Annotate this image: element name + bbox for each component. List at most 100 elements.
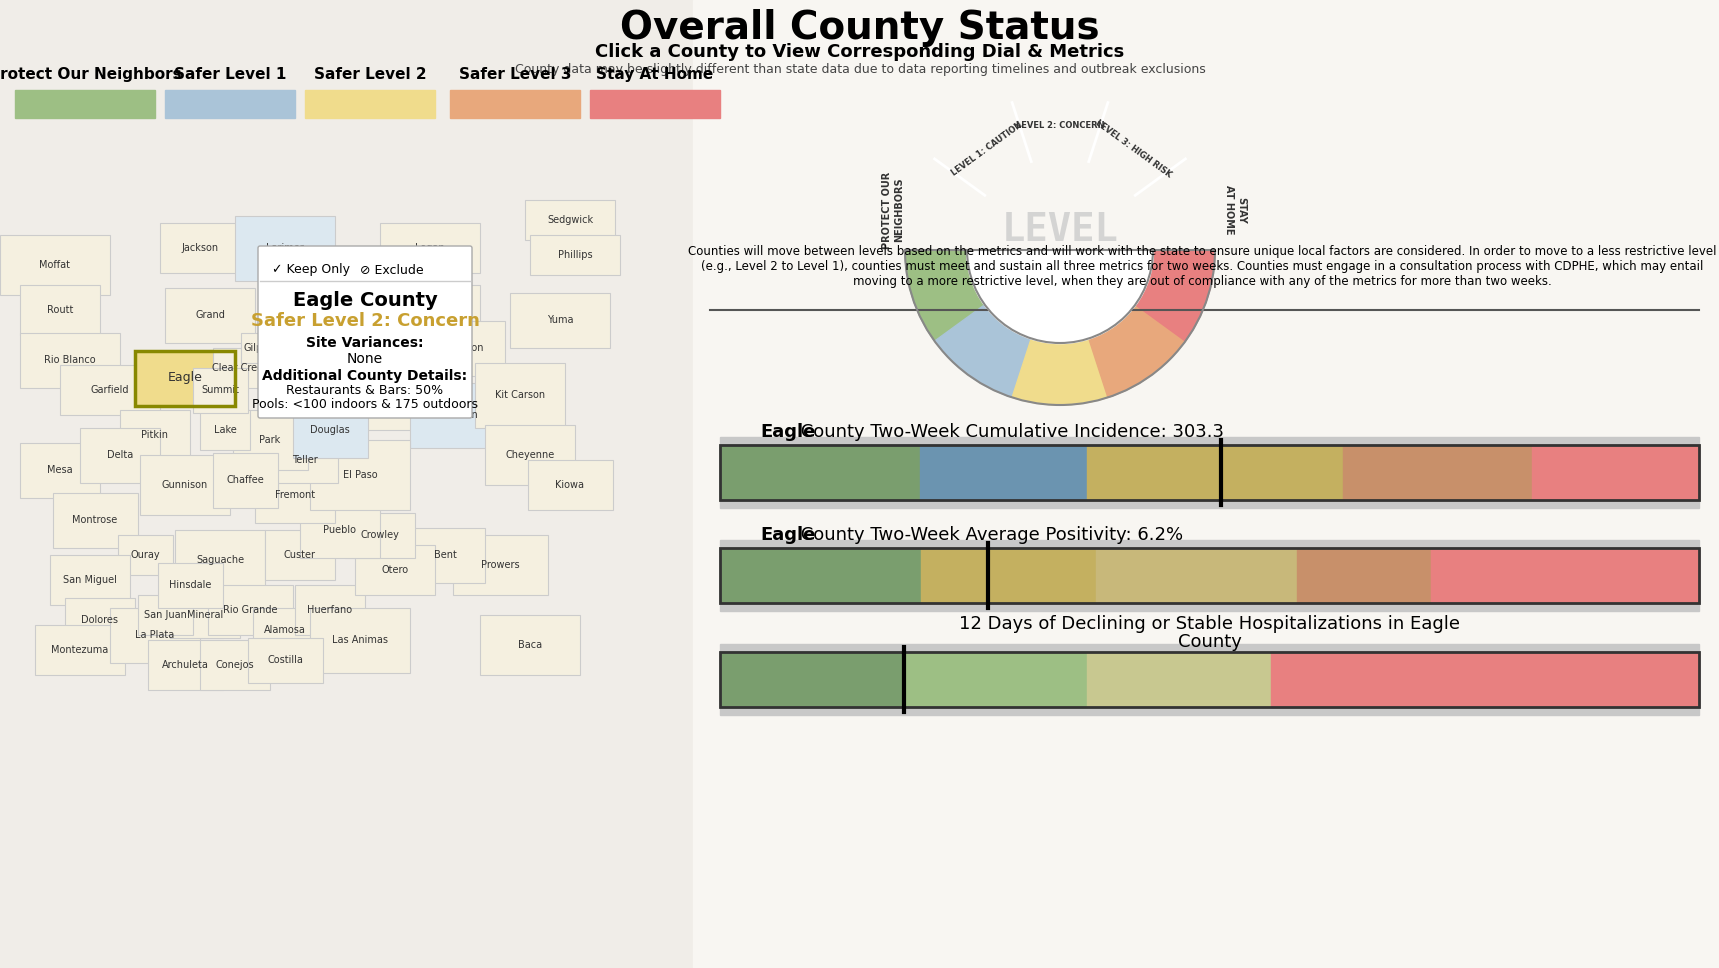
Text: Hinsdale: Hinsdale (168, 580, 211, 590)
Text: Eagle: Eagle (167, 372, 203, 384)
Text: Custer: Custer (284, 550, 316, 560)
Bar (720, 437, 1698, 445)
Bar (720, 548, 921, 603)
Bar (320, 320, 401, 370)
Bar (921, 548, 1055, 603)
Bar (720, 445, 1698, 500)
Text: Overall County Status: Overall County Status (621, 9, 1100, 47)
Bar (139, 455, 230, 515)
Text: Jackson: Jackson (182, 243, 218, 253)
Bar (120, 410, 191, 460)
Text: Click a County to View Corresponding Dial & Metrics: Click a County to View Corresponding Dia… (595, 43, 1124, 61)
Text: Alamosa: Alamosa (265, 625, 306, 635)
Bar (887, 445, 920, 500)
Text: County: County (1178, 633, 1241, 651)
Wedge shape (968, 250, 1153, 343)
Bar (511, 292, 610, 348)
Text: County Two-Week Average Positivity: 6.2%: County Two-Week Average Positivity: 6.2% (794, 526, 1183, 544)
Bar (720, 644, 1698, 652)
Text: 12 Days of Declining or Stable Hospitalizations in Eagle: 12 Days of Declining or Stable Hospitali… (959, 615, 1459, 633)
Bar (320, 265, 450, 335)
Text: Lincoln: Lincoln (442, 410, 478, 420)
Text: Grand: Grand (194, 310, 225, 320)
Text: Safer Level 2: Concern: Safer Level 2: Concern (251, 312, 480, 330)
Wedge shape (904, 250, 983, 341)
Bar (1430, 548, 1698, 603)
Bar (117, 535, 172, 575)
Bar (236, 216, 335, 281)
Text: Stay At Home: Stay At Home (596, 67, 713, 82)
Text: Larimer: Larimer (266, 243, 304, 253)
Bar (325, 358, 385, 398)
Text: Kiowa: Kiowa (555, 480, 584, 490)
Bar (273, 438, 337, 482)
Bar (21, 285, 100, 335)
Bar (406, 320, 505, 376)
Text: Boulder: Boulder (291, 305, 328, 315)
Text: Teller: Teller (292, 455, 318, 465)
Text: Mesa: Mesa (46, 465, 72, 475)
Wedge shape (935, 306, 1031, 398)
Text: Fremont: Fremont (275, 490, 315, 500)
Text: Kit Carson: Kit Carson (495, 390, 545, 400)
Bar (0, 235, 110, 295)
Bar (356, 545, 435, 595)
Bar (1310, 445, 1343, 500)
Bar (175, 530, 265, 590)
Wedge shape (1012, 341, 1109, 405)
Bar (450, 90, 579, 118)
Text: Sedgwick: Sedgwick (547, 215, 593, 225)
Text: Denver: Denver (321, 370, 358, 380)
Bar (241, 333, 275, 363)
Text: Logan: Logan (416, 243, 445, 253)
Text: El Paso: El Paso (342, 470, 376, 480)
Bar (15, 90, 155, 118)
Bar (296, 336, 346, 360)
Text: Costilla: Costilla (266, 655, 303, 665)
Bar (1509, 445, 1532, 500)
Text: Phillips: Phillips (557, 250, 593, 260)
Bar (411, 382, 511, 447)
Bar (170, 592, 241, 638)
Text: LEVEL 2: CONCERN: LEVEL 2: CONCERN (1016, 120, 1104, 130)
Text: Clear Creek: Clear Creek (211, 363, 268, 373)
Text: Las Animas: Las Animas (332, 635, 388, 645)
Bar (296, 585, 364, 635)
Bar (309, 608, 411, 673)
Text: County data may be slightly different than state data due to data reporting time: County data may be slightly different th… (514, 64, 1205, 76)
Text: Gunnison: Gunnison (162, 480, 208, 490)
Text: Conejos: Conejos (215, 660, 254, 670)
Text: Yuma: Yuma (547, 315, 572, 325)
Bar (21, 332, 120, 387)
Text: ✓ Keep Only: ✓ Keep Only (272, 263, 351, 277)
Bar (265, 530, 335, 580)
Bar (213, 452, 277, 507)
Text: Arapahoe: Arapahoe (332, 373, 378, 383)
Text: LEVEL 3: HIGH RISK: LEVEL 3: HIGH RISK (1093, 118, 1172, 179)
Bar (720, 652, 1698, 707)
Text: Dolores: Dolores (81, 615, 119, 625)
Text: Saguache: Saguache (196, 555, 244, 565)
Text: Pitkin: Pitkin (141, 430, 168, 440)
Text: LEVEL 1: CAUTION: LEVEL 1: CAUTION (949, 120, 1023, 177)
Bar (199, 640, 270, 690)
Text: Pueblo: Pueblo (323, 525, 356, 535)
Bar (1270, 652, 1698, 707)
Text: San Juan: San Juan (144, 610, 186, 620)
Text: Jefferson: Jefferson (273, 380, 316, 390)
Text: Montezuma: Montezuma (52, 645, 108, 655)
Text: PROTECT OUR
NEIGHBORS: PROTECT OUR NEIGHBORS (882, 171, 904, 249)
Text: Protect Our Neighbors: Protect Our Neighbors (0, 67, 180, 82)
Bar (81, 428, 160, 482)
Bar (309, 440, 411, 510)
Bar (720, 548, 1698, 603)
Text: None: None (347, 352, 383, 366)
Text: Bent: Bent (433, 550, 457, 560)
Bar (34, 625, 125, 675)
Bar (160, 223, 241, 273)
Text: STAY
AT HOME: STAY AT HOME (1224, 185, 1246, 235)
Text: Broomfield: Broomfield (294, 343, 346, 353)
Text: Pools: <100 indoors & 175 outdoors: Pools: <100 indoors & 175 outdoors (253, 399, 478, 411)
Text: Safer Level 3: Safer Level 3 (459, 67, 571, 82)
Bar (1095, 548, 1296, 603)
